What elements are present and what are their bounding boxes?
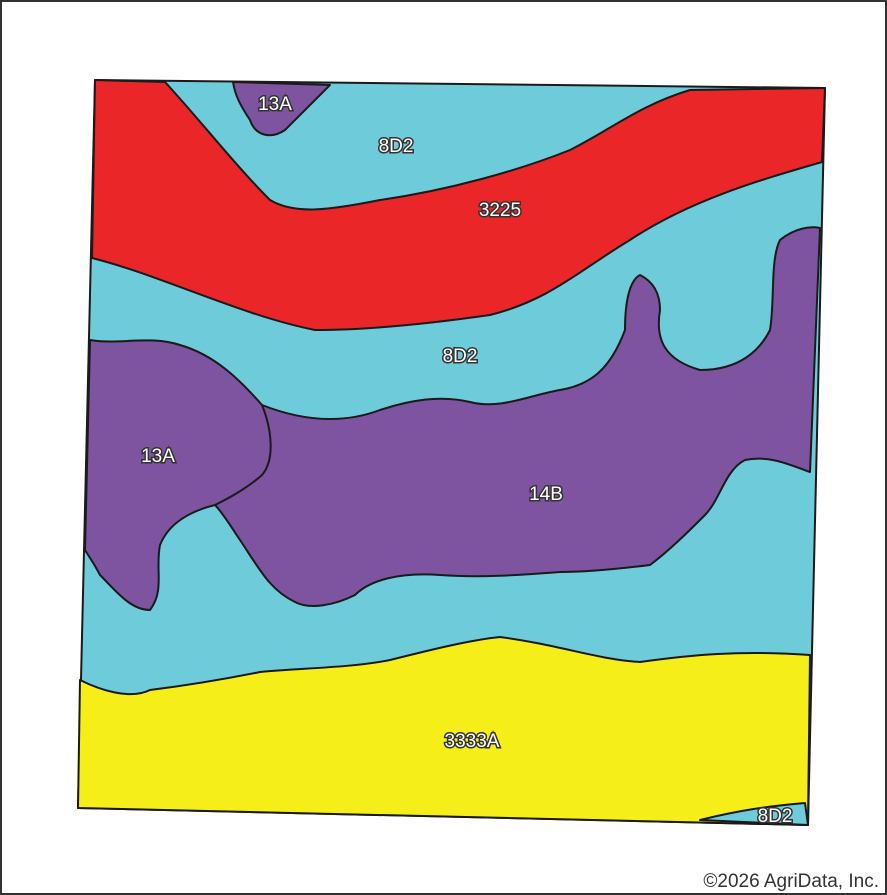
zone-14B [84, 226, 821, 611]
label-3333A: 3333A [445, 731, 500, 752]
label-3225: 3225 [479, 200, 521, 221]
label-8D2-mid: 8D2 [443, 346, 478, 367]
zone-8D2-corner [699, 802, 809, 826]
label-13A-top: 13A [258, 94, 292, 115]
label-14B: 14B [529, 484, 563, 505]
zone-divider [214, 404, 272, 506]
copyright-text: ©2026 AgriData, Inc. [703, 871, 879, 892]
zone-13A-top [232, 81, 331, 137]
label-13A-left: 13A [141, 446, 175, 467]
label-8D2-top: 8D2 [379, 136, 414, 157]
zone-3225 [91, 79, 826, 331]
zone-3333A [77, 636, 811, 826]
label-8D2-corner: 8D2 [758, 806, 793, 827]
